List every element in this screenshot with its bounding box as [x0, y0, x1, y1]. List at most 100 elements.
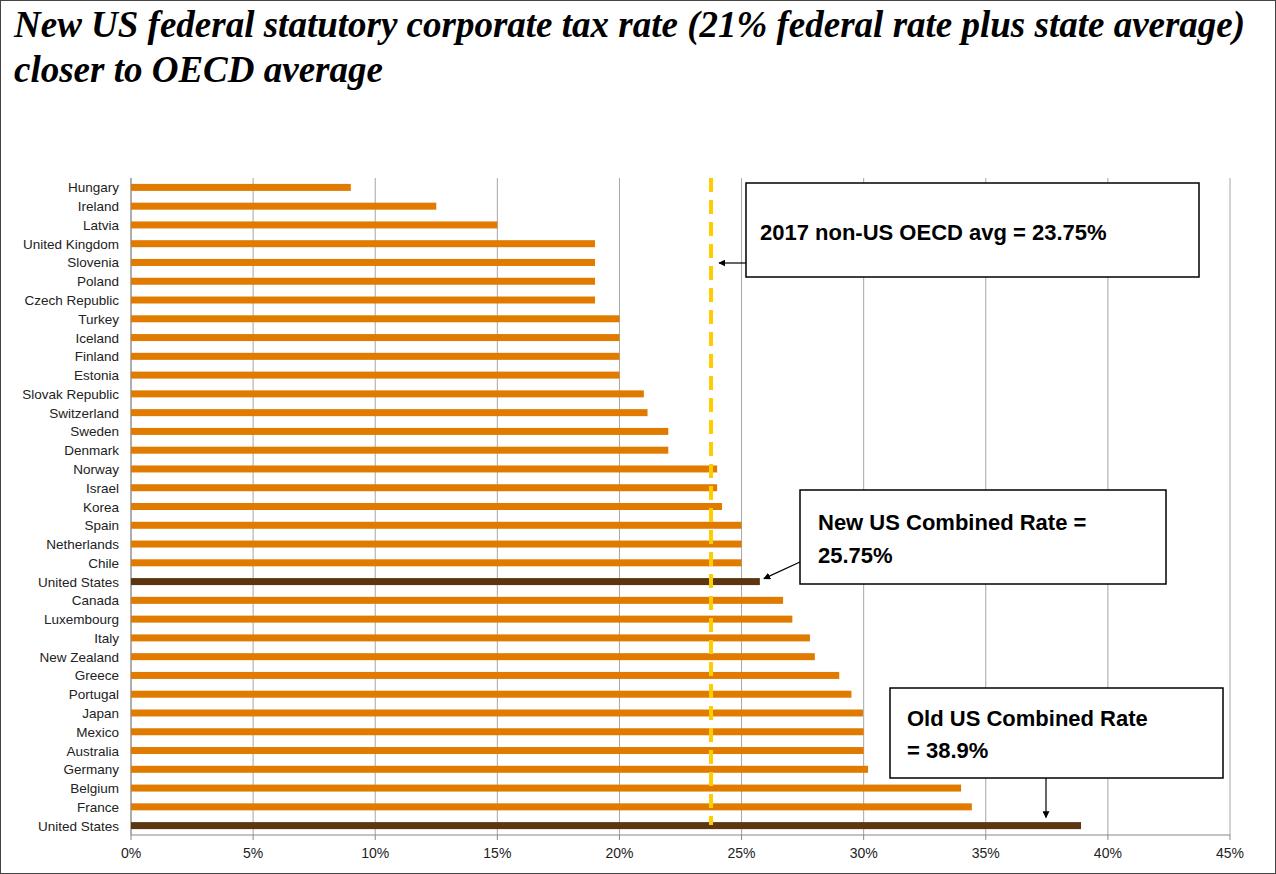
bar: [131, 541, 742, 548]
category-label: Sweden: [70, 424, 119, 439]
category-label: Mexico: [76, 725, 119, 740]
category-label: Norway: [73, 462, 119, 477]
category-label: Switzerland: [49, 406, 119, 421]
bar: [131, 785, 961, 792]
tick-label: 0%: [121, 845, 141, 861]
category-label: Chile: [88, 556, 119, 571]
bar: [131, 803, 972, 810]
category-label: Hungary: [68, 180, 119, 195]
bar: [131, 578, 760, 585]
bar: [131, 353, 619, 360]
bar: [131, 428, 668, 435]
bar: [131, 278, 595, 285]
tick-mark: [497, 835, 498, 840]
bar: [131, 465, 717, 472]
category-label: United States: [38, 575, 119, 590]
category-label: Ireland: [78, 199, 119, 214]
bar: [131, 634, 810, 641]
category-label: New Zealand: [39, 650, 119, 665]
bar: [131, 297, 595, 304]
chart-svg: 0%5%10%15%20%25%30%35%40%45%HungaryIrela…: [0, 0, 1276, 874]
tick-mark: [741, 835, 742, 840]
annotation-box: [746, 183, 1199, 277]
annotation-text: 25.75%: [818, 543, 893, 568]
title: New US federal statutory corporate tax r…: [14, 2, 1269, 92]
chart-root: New US federal statutory corporate tax r…: [0, 0, 1276, 874]
annotation-arrow: [719, 262, 746, 263]
tick-label: 30%: [850, 845, 878, 861]
bar: [131, 315, 619, 322]
tick-mark: [1107, 835, 1108, 840]
annotation-text: Old US Combined Rate: [907, 706, 1148, 731]
annotations: 2017 non-US OECD avg = 23.75% New US Comb…: [719, 183, 1223, 818]
category-label: Iceland: [75, 331, 119, 346]
category-label: United Kingdom: [23, 237, 119, 252]
annotation-text: New US Combined Rate =: [818, 510, 1086, 535]
annotation-arrow: [764, 562, 800, 579]
tick-mark: [985, 835, 986, 840]
tick-mark: [619, 835, 620, 840]
category-label: Greece: [75, 668, 119, 683]
tick-mark: [1230, 835, 1231, 840]
category-label: United States: [38, 819, 119, 834]
tick-label: 5%: [243, 845, 263, 861]
bar: [131, 747, 864, 754]
category-label: France: [77, 800, 119, 815]
grid-line: [741, 178, 742, 835]
bar: [131, 390, 644, 397]
category-label: Poland: [77, 274, 119, 289]
tick-label: 45%: [1216, 845, 1244, 861]
x-ticks: 0%5%10%15%20%25%30%35%40%45%: [121, 835, 1244, 861]
bar: [131, 709, 863, 716]
category-label: Korea: [83, 500, 120, 515]
category-label: Estonia: [74, 368, 120, 383]
bar: [131, 334, 619, 341]
bar: [131, 691, 851, 698]
grid-line: [1230, 178, 1231, 835]
tick-label: 10%: [361, 845, 389, 861]
category-labels: Hungary Ireland Latvia United Kingdom Sloven…: [22, 180, 119, 833]
bar: [131, 203, 436, 210]
category-label: Turkey: [78, 312, 119, 327]
reference-line: [709, 178, 713, 825]
annotation-arrow: [1045, 778, 1046, 818]
category-label: Slovenia: [67, 255, 119, 270]
bar: [131, 672, 839, 679]
category-label: Latvia: [83, 218, 120, 233]
tick-label: 15%: [483, 845, 511, 861]
annotation-box: [800, 490, 1166, 584]
category-label: Germany: [63, 762, 119, 777]
bar: [131, 559, 742, 566]
category-label: Portugal: [69, 687, 119, 702]
tick-mark: [253, 835, 254, 840]
annotation-box: [890, 688, 1223, 778]
grid: [131, 178, 1230, 835]
category-label: Denmark: [64, 443, 119, 458]
bar: [131, 766, 868, 773]
bar: [131, 184, 351, 191]
bar: [131, 372, 619, 379]
category-label: Italy: [94, 631, 119, 646]
category-label: Canada: [72, 593, 120, 608]
annotation-text: 2017 non-US OECD avg = 23.75%: [760, 220, 1107, 245]
category-label: Spain: [84, 518, 119, 533]
category-label: Czech Republic: [24, 293, 119, 308]
tick-mark: [131, 835, 132, 840]
annotation-text: = 38.9%: [907, 738, 988, 763]
tick-label: 40%: [1094, 845, 1122, 861]
bar: [131, 522, 742, 529]
category-label: Netherlands: [46, 537, 119, 552]
bar: [131, 447, 668, 454]
bar: [131, 616, 792, 623]
category-label: Belgium: [70, 781, 119, 796]
bar: [131, 653, 815, 660]
bar: [131, 597, 783, 604]
category-label: Slovak Republic: [22, 387, 119, 402]
bar: [131, 409, 648, 416]
category-label: Luxembourg: [44, 612, 119, 627]
outer-border: [1, 1, 1276, 874]
bar: [131, 259, 595, 266]
x-axis: [131, 835, 1230, 836]
tick-label: 25%: [728, 845, 756, 861]
tick-label: 35%: [972, 845, 1000, 861]
